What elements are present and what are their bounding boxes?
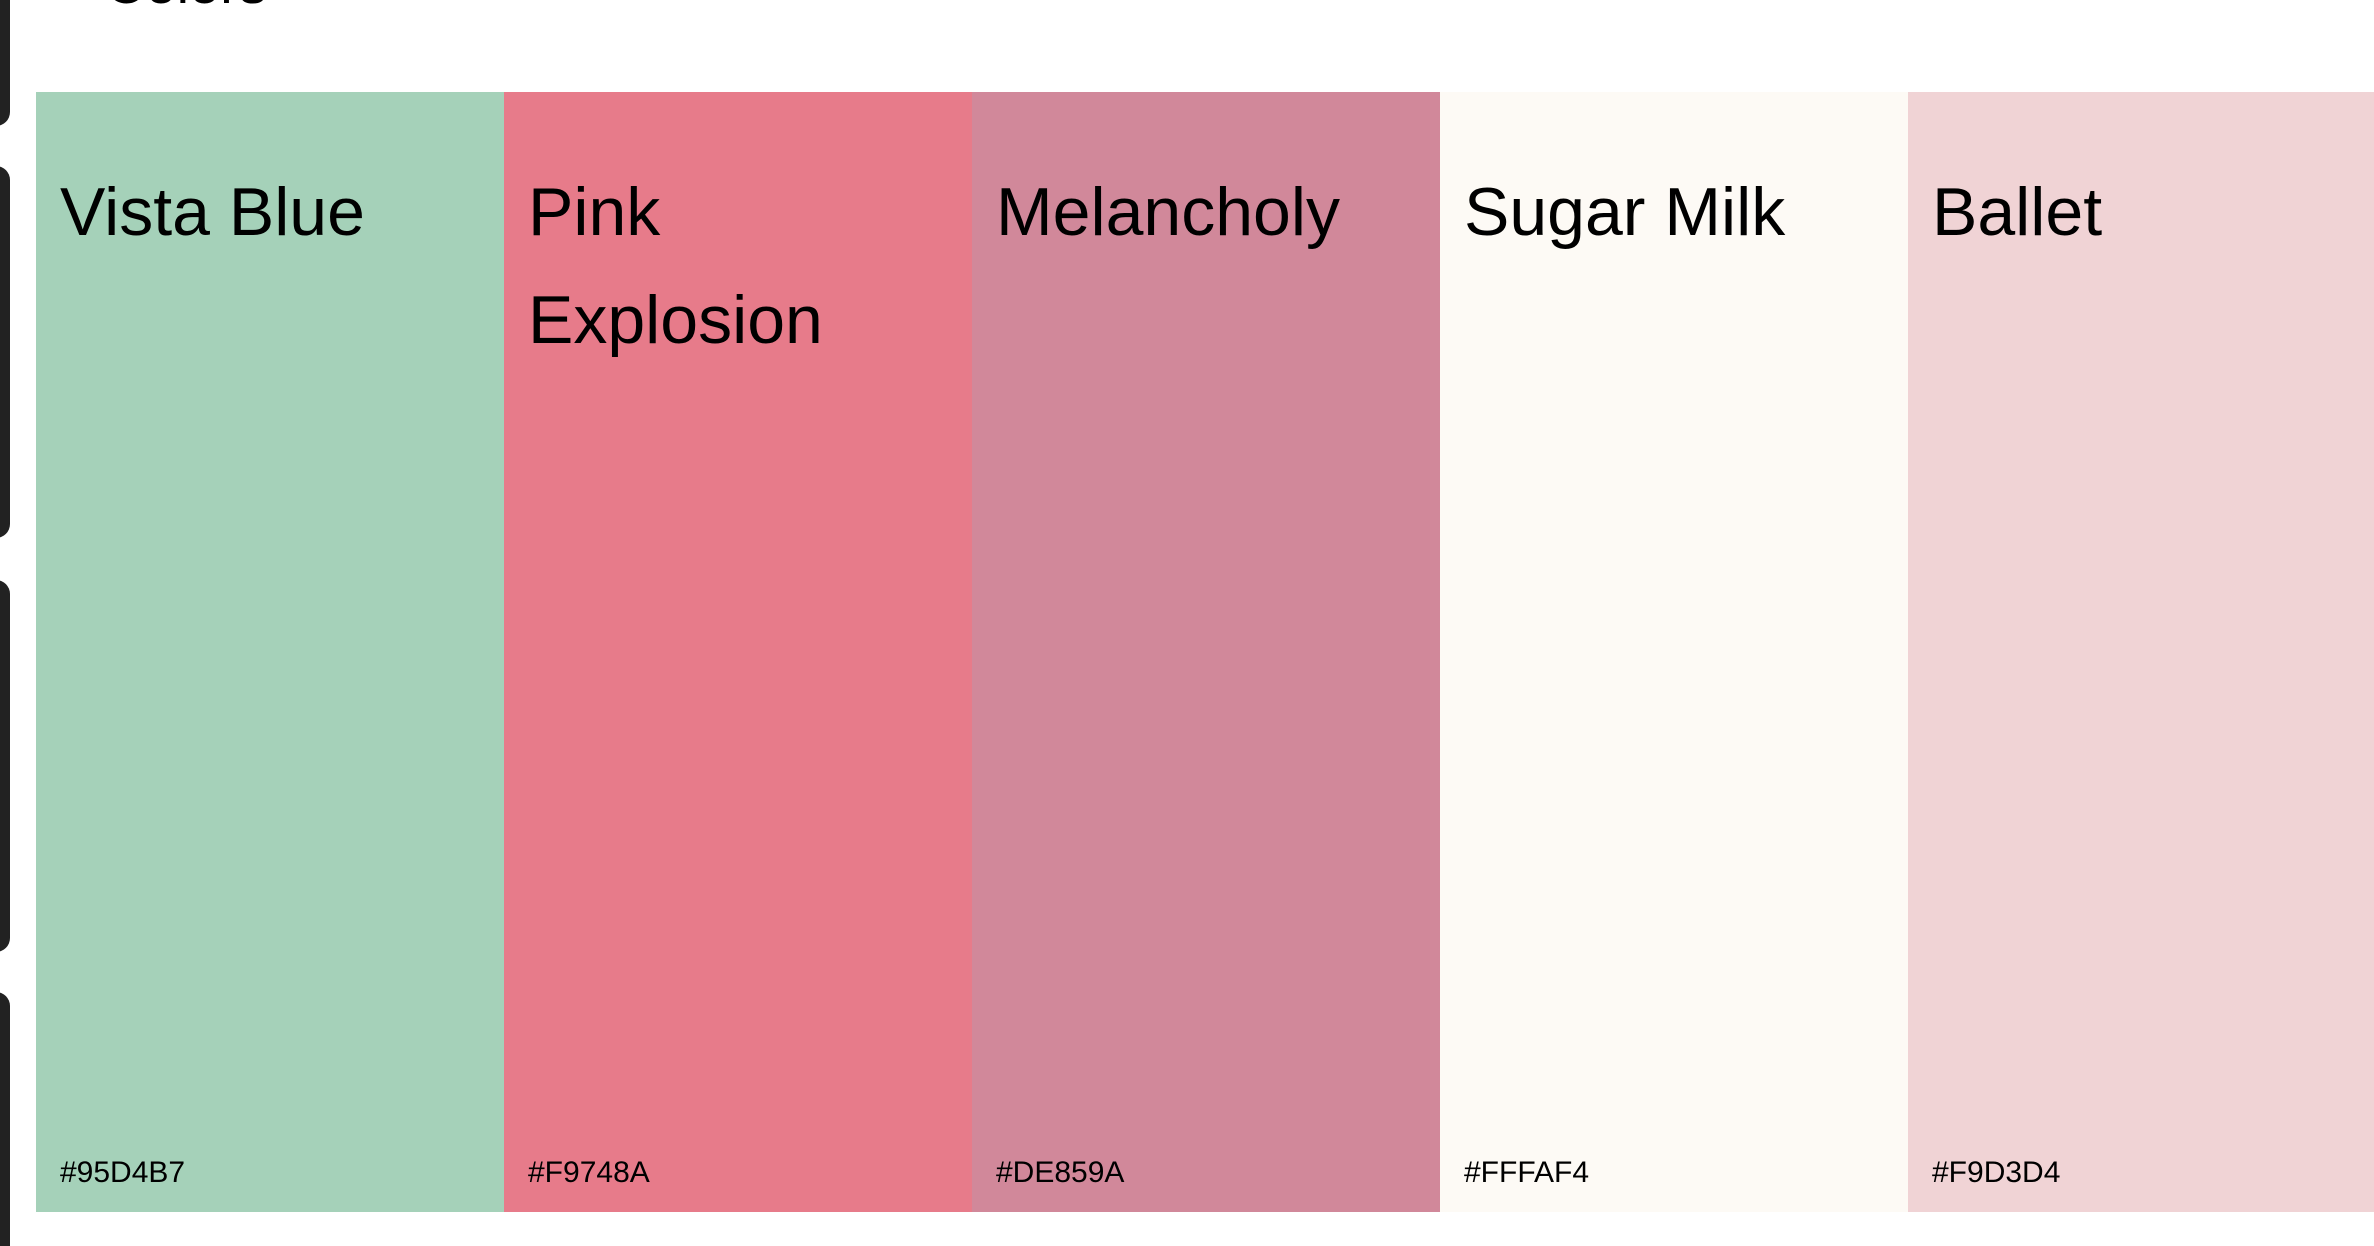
color-swatch-ballet[interactable]: Ballet #F9D3D4 — [1908, 92, 2374, 1212]
sidebar-card-edge[interactable] — [0, 166, 10, 538]
swatch-name: Pink Explosion — [528, 174, 823, 358]
swatch-hex-code[interactable]: #95D4B7 — [60, 1156, 186, 1189]
swatch-name: Melancholy — [996, 174, 1340, 250]
sidebar-card-edge[interactable] — [0, 992, 10, 1246]
color-swatch-pink-explosion[interactable]: Pink Explosion #F9748A — [504, 92, 972, 1212]
color-swatch-melancholy[interactable]: Melancholy #DE859A — [972, 92, 1440, 1212]
color-swatch-vista-blue[interactable]: Vista Blue #95D4B7 — [36, 92, 504, 1212]
swatch-hex-code[interactable]: #DE859A — [996, 1156, 1125, 1189]
swatch-hex-code[interactable]: #FFFAF4 — [1464, 1156, 1590, 1189]
swatch-hex-code[interactable]: #F9748A — [528, 1156, 650, 1189]
swatch-name: Ballet — [1932, 174, 2103, 250]
swatch-name: Sugar Milk — [1464, 174, 1786, 250]
sidebar-card-edge[interactable] — [0, 0, 10, 126]
section-title: Colors — [105, 0, 267, 12]
color-palette: Vista Blue #95D4B7 Pink Explosion #F9748… — [36, 92, 2374, 1212]
sidebar-card-edge[interactable] — [0, 580, 10, 952]
swatch-name: Vista Blue — [60, 174, 365, 250]
swatch-hex-code[interactable]: #F9D3D4 — [1932, 1156, 2061, 1189]
color-swatch-sugar-milk[interactable]: Sugar Milk #FFFAF4 — [1440, 92, 1908, 1212]
